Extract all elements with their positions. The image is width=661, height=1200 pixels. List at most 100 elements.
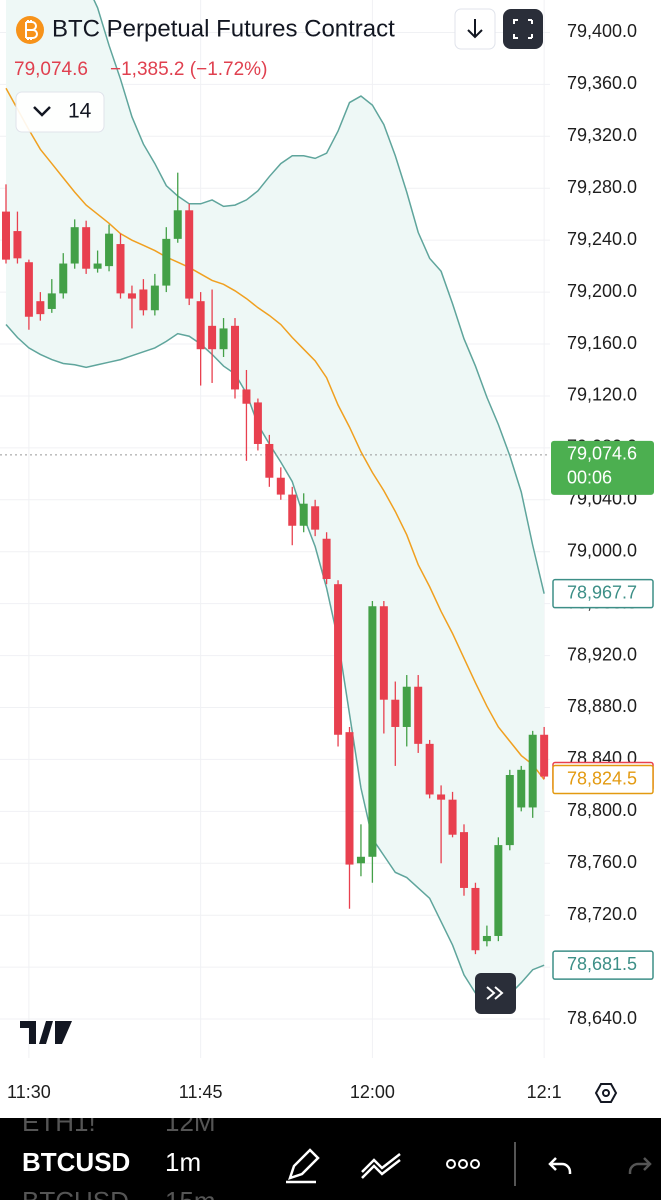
price-change: −1,385.2 (−1.72%) xyxy=(110,59,267,80)
candle-body xyxy=(437,794,446,800)
price-label: 78,681.5 xyxy=(567,954,637,974)
settings-dot xyxy=(602,1089,610,1097)
chevron xyxy=(33,106,51,117)
candle-body xyxy=(505,775,514,846)
candle-body xyxy=(368,606,377,857)
candle-body xyxy=(196,301,205,350)
symbol-above[interactable]: ETH1! xyxy=(22,1107,96,1137)
band-fill xyxy=(6,0,545,999)
candle-body xyxy=(150,285,159,311)
candle-body xyxy=(47,293,56,309)
x-tick-label: 11:45 xyxy=(179,1082,223,1102)
time-axis: 11:30 11:45 12:00 12:1 xyxy=(7,1082,562,1102)
settings-icon[interactable] xyxy=(594,1083,618,1103)
candle-body xyxy=(334,584,343,735)
y-tick-label: 78,720.0 xyxy=(567,904,637,924)
candle-body xyxy=(288,494,297,526)
scroll-icon xyxy=(486,986,504,1000)
candle-body xyxy=(13,231,22,259)
candle-body xyxy=(402,686,411,727)
candle-body xyxy=(105,233,114,267)
indicator-toggle[interactable] xyxy=(15,91,105,133)
y-tick-label: 79,360.0 xyxy=(567,73,637,93)
y-tick-label: 78,760.0 xyxy=(567,852,637,872)
candle-body xyxy=(208,325,217,350)
candle-body xyxy=(460,832,468,888)
candle-body xyxy=(528,734,537,808)
dot xyxy=(458,1159,468,1169)
y-tick-label: 79,000.0 xyxy=(567,540,637,560)
candle-body xyxy=(391,699,400,727)
candle-body xyxy=(139,289,148,311)
interval-below[interactable]: 15m xyxy=(165,1186,216,1200)
dot xyxy=(470,1159,480,1169)
middle-band xyxy=(5,87,545,781)
price-axis: 79,400.0 79,360.0 79,320.0 79,280.0 79,240.0… xyxy=(551,21,654,1028)
candle-body xyxy=(2,211,10,260)
y-tick-label: 79,280.0 xyxy=(567,177,637,197)
candle-body xyxy=(482,935,491,942)
tv-logo xyxy=(20,1021,72,1044)
plot-area xyxy=(0,0,550,1058)
redo-icon[interactable] xyxy=(628,1157,652,1174)
lower-band xyxy=(5,324,545,1000)
y-tick-label: 79,240.0 xyxy=(567,229,637,249)
fullscreen-icon xyxy=(513,19,533,39)
candle-body xyxy=(540,734,549,777)
y-tick-label: 79,320.0 xyxy=(567,125,637,145)
undo-icon[interactable] xyxy=(548,1157,572,1174)
toolbar-items: ETH1! 12M BTCUSD 1m BTCUSD 15m xyxy=(22,1107,216,1200)
chart-title: BTC Perpetual Futures Contract xyxy=(52,15,395,42)
price-label: 78,824.5 xyxy=(567,768,637,788)
y-tick-label: 79,200.0 xyxy=(567,281,637,301)
symbol[interactable]: BTCUSD xyxy=(22,1147,130,1177)
candle-body xyxy=(517,769,526,808)
candle-body xyxy=(59,263,68,294)
dot xyxy=(446,1159,456,1169)
draw-icon[interactable] xyxy=(286,1148,320,1184)
y-tick-label: 78,920.0 xyxy=(567,644,637,664)
y-tick-label: 79,160.0 xyxy=(567,333,637,353)
candle-body xyxy=(219,328,228,350)
interval-above[interactable]: 12M xyxy=(165,1107,216,1137)
symbol-below[interactable]: BTCUSD xyxy=(22,1186,129,1200)
price-label: 78,967.7 xyxy=(567,582,637,602)
more-icon[interactable] xyxy=(446,1159,480,1169)
candle-body xyxy=(425,743,434,795)
x-tick-label: 11:30 xyxy=(7,1082,51,1102)
interval[interactable]: 1m xyxy=(165,1147,201,1177)
candle-body xyxy=(242,389,251,404)
last-price-label: 79,074.6 xyxy=(567,444,637,464)
download-icon xyxy=(467,19,483,39)
candle-body xyxy=(448,799,457,835)
y-tick-label: 78,880.0 xyxy=(567,696,637,716)
price-label-box xyxy=(552,764,654,795)
candle-body xyxy=(116,244,125,294)
candle-body xyxy=(471,887,480,951)
y-tick-label: 78,800.0 xyxy=(567,800,637,820)
candle-body xyxy=(24,262,33,317)
scroll-to-latest[interactable] xyxy=(475,973,516,1014)
candle-body xyxy=(345,732,354,865)
candle-body xyxy=(265,443,274,478)
candle-body xyxy=(185,210,194,299)
candle-body xyxy=(36,301,45,315)
y-tick-label: 79,120.0 xyxy=(567,385,637,405)
lines-icon[interactable] xyxy=(361,1153,401,1179)
candle-body xyxy=(311,506,320,530)
countdown-label: 00:06 xyxy=(567,468,612,488)
upper-band xyxy=(93,0,545,594)
toolbar xyxy=(0,1118,661,1200)
price-label-box xyxy=(552,578,654,609)
last-price-box xyxy=(551,440,654,495)
candle-body xyxy=(414,686,423,744)
candle-body xyxy=(299,503,308,526)
candle-body xyxy=(356,856,365,864)
indicator-count: 14 xyxy=(68,100,92,123)
fullscreen-button[interactable] xyxy=(503,9,543,49)
candle-body xyxy=(231,325,239,390)
candle-body xyxy=(70,227,79,264)
candle-body xyxy=(82,227,91,269)
x-tick-label: 12:1 xyxy=(527,1082,562,1102)
